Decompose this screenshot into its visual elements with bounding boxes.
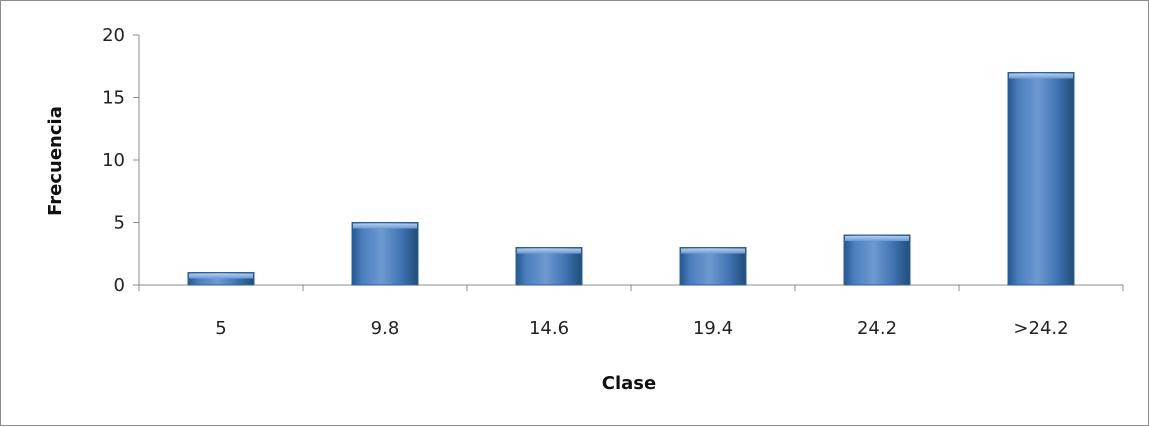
y-tick-label: 5 <box>114 213 125 234</box>
bar-4 <box>679 247 747 286</box>
y-tick-label: 10 <box>102 150 125 171</box>
bar-3 <box>515 247 583 286</box>
y-tick-label: 15 <box>102 88 125 109</box>
x-tick-label: 14.6 <box>529 318 569 339</box>
bar-top-highlight <box>189 273 253 279</box>
x-tick-label: 9.8 <box>371 318 400 339</box>
bar-top-highlight <box>353 223 417 229</box>
bar-2 <box>351 222 419 286</box>
bar-5 <box>843 234 911 286</box>
bar-body <box>351 222 419 286</box>
y-axis-title: Frecuencia <box>45 106 66 216</box>
bar-body <box>515 247 583 286</box>
bar-top-highlight <box>845 236 909 241</box>
x-tick-label: >24.2 <box>1013 318 1068 339</box>
bar-6 <box>1007 72 1075 286</box>
x-tick-label: 5 <box>215 318 226 339</box>
bar-top-highlight <box>517 248 581 254</box>
y-tick-label: 20 <box>102 25 125 46</box>
x-axis-title: Clase <box>602 373 656 394</box>
bar-body <box>679 247 747 286</box>
bars <box>187 72 1075 286</box>
y-axis: 0 5 10 15 20 <box>102 25 140 296</box>
bar-1 <box>187 272 255 286</box>
bar-top-highlight <box>1009 73 1073 79</box>
x-tick-label: 19.4 <box>693 318 733 339</box>
bar-body <box>1007 72 1075 286</box>
bar-body <box>843 234 911 286</box>
x-tick-label: 24.2 <box>857 318 897 339</box>
y-tick-label: 0 <box>114 275 125 296</box>
x-axis: 5 9.8 14.6 19.4 24.2 >24.2 <box>138 284 1124 339</box>
bar-top-highlight <box>681 248 745 254</box>
